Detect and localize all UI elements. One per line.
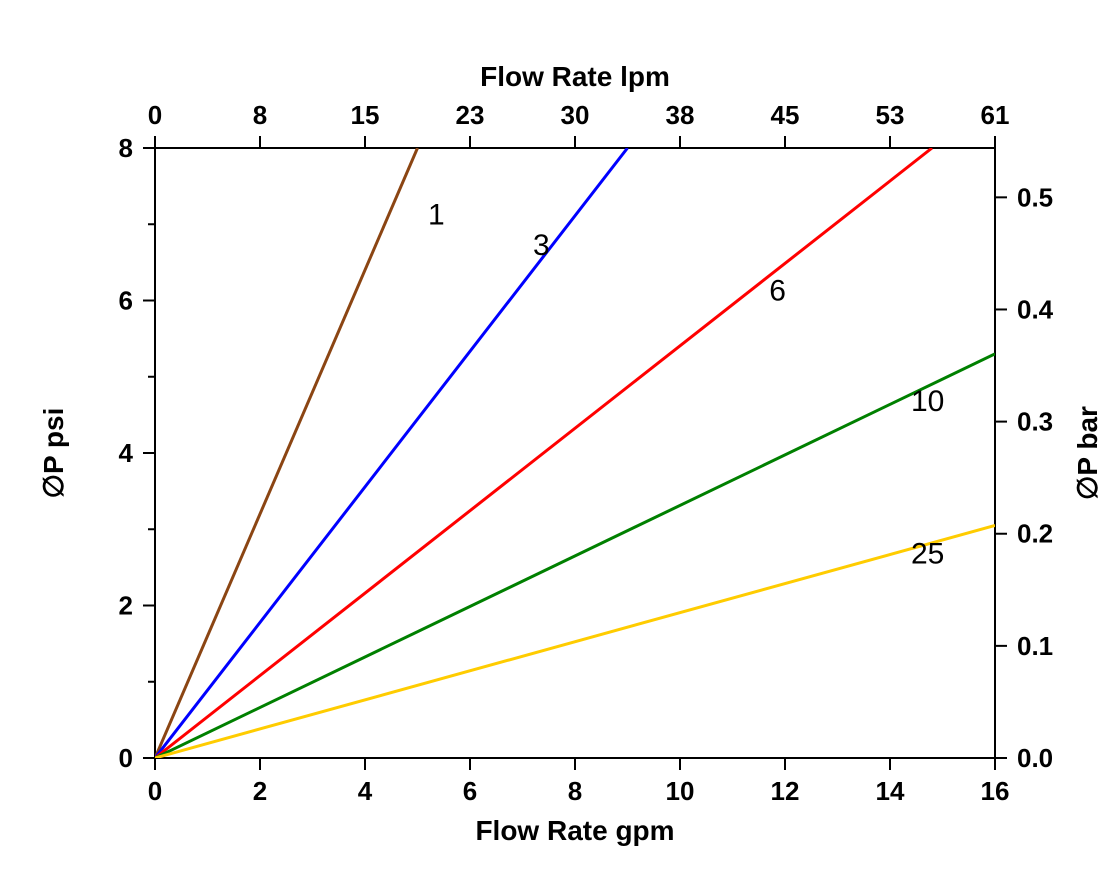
- x-top-tick-label: 15: [351, 100, 380, 130]
- y-right-tick-label: 0.1: [1017, 631, 1053, 661]
- x-bottom-ticks: 0 2 4 6 8 10 12 14 16: [148, 758, 1010, 806]
- pressure-flow-chart: 0246810121416 0815233038455361 02468 0.0…: [0, 0, 1120, 886]
- series-label-6: 6: [769, 275, 786, 308]
- series-line-3: [155, 148, 628, 758]
- x-top-tick-label: 0: [148, 100, 162, 130]
- x-bottom-tick-label: 10: [666, 776, 695, 806]
- series-label-10: 10: [911, 385, 944, 418]
- x-bottom-tick-label: 16: [981, 776, 1010, 806]
- x-bottom-tick-label: 14: [876, 776, 905, 806]
- x-bottom-tick-label: 4: [358, 776, 373, 806]
- y-right-title: ∅P bar: [1072, 406, 1103, 500]
- x-top-title: Flow Rate lpm: [480, 61, 670, 92]
- y-left-tick-label: 6: [119, 286, 133, 316]
- y-right-tick-label: 0.5: [1017, 182, 1053, 212]
- y-right-tick-label: 0.4: [1017, 294, 1054, 324]
- x-bottom-tick-label: 6: [463, 776, 477, 806]
- series-label-1: 1: [428, 198, 445, 231]
- x-bottom-tick-label: 12: [771, 776, 800, 806]
- y-left-tick-label: 4: [119, 438, 134, 468]
- series-label-25: 25: [911, 538, 944, 571]
- y-right-tick-label: 0.0: [1017, 743, 1053, 773]
- x-top-tick-label: 23: [456, 100, 485, 130]
- y-left-tick-label: 8: [119, 133, 133, 163]
- x-top-tick-label: 30: [561, 100, 590, 130]
- series-line-1: [155, 148, 418, 758]
- x-bottom-tick-label: 8: [568, 776, 582, 806]
- chart-series-labels: 1 3 6 10 25: [428, 198, 944, 570]
- y-right-tick-label: 0.2: [1017, 519, 1053, 549]
- x-top-tick-label: 38: [666, 100, 695, 130]
- x-top-tick-label: 8: [253, 100, 267, 130]
- y-left-tick-label: 2: [119, 591, 133, 621]
- y-left-title: ∅P psi: [38, 408, 69, 499]
- y-left-ticks: 0 2 4 6 8: [119, 133, 155, 773]
- y-right-tick-label: 0.3: [1017, 407, 1053, 437]
- x-top-tick-label: 61: [981, 100, 1010, 130]
- y-right-ticks: 0.0 0.1 0.2 0.3 0.4 0.5: [995, 182, 1054, 773]
- series-line-10: [155, 354, 995, 758]
- series-line-25: [155, 525, 995, 758]
- x-top-tick-label: 53: [876, 100, 905, 130]
- x-top-ticks: 0 8 15 23 30 38 45 53 61: [148, 100, 1010, 148]
- series-label-3: 3: [533, 229, 550, 262]
- x-top-tick-label: 45: [771, 100, 800, 130]
- chart-series: [155, 148, 995, 758]
- x-bottom-title: Flow Rate gpm: [475, 815, 674, 846]
- x-bottom-tick-label: 0: [148, 776, 162, 806]
- plot-area-border: [155, 148, 995, 758]
- x-bottom-tick-label: 2: [253, 776, 267, 806]
- y-left-tick-label: 0: [119, 743, 133, 773]
